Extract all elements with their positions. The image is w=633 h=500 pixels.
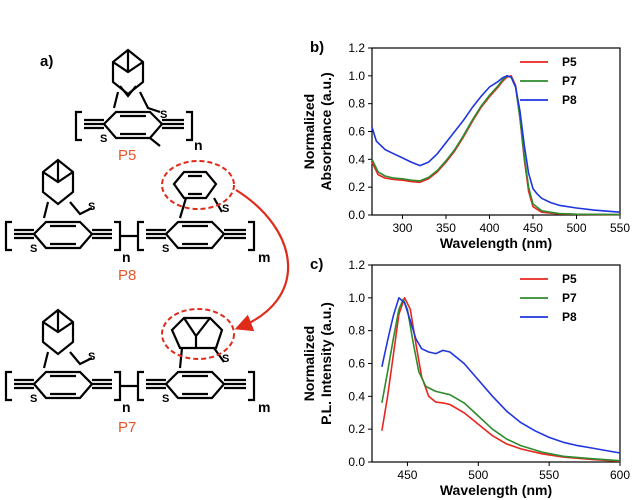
subscript-n: n — [122, 399, 131, 415]
y-axis-title: Absorbance (a.u.) — [318, 72, 334, 190]
atom-s-label: S — [30, 243, 37, 255]
y-tick-label: 0.0 — [348, 455, 365, 469]
molecule-p5 — [74, 48, 194, 147]
x-tick-label: 450 — [397, 468, 417, 482]
x-tick-label: 400 — [479, 221, 499, 235]
y-tick-label: 1.2 — [348, 258, 365, 272]
x-tick-label: 600 — [610, 468, 630, 482]
x-tick-label: 550 — [539, 468, 559, 482]
y-tick-label: 0.6 — [348, 357, 365, 371]
benzene-ring-icon — [102, 110, 164, 140]
y-axis-title: Normalized — [301, 326, 317, 401]
legend-label-p5: P5 — [562, 272, 577, 286]
subscript-n: n — [194, 137, 203, 153]
subscript-m: m — [258, 249, 270, 265]
panel-a-letter: a) — [40, 53, 53, 70]
atom-s-label: S — [88, 201, 95, 213]
x-tick-label: 550 — [610, 221, 630, 235]
legend-label-p5: P5 — [562, 55, 577, 69]
atom-s-label: S — [30, 393, 37, 405]
series-line-p5 — [371, 75, 621, 216]
molecule-label-p7: P7 — [118, 419, 136, 436]
atom-s-label: S — [222, 203, 229, 215]
adamantane-cage-icon — [41, 308, 75, 356]
y-tick-label: 1.2 — [348, 41, 365, 55]
molecule-p7 — [4, 308, 256, 402]
legend-label-p7: P7 — [562, 291, 577, 305]
benzene-ring-icon — [164, 370, 226, 400]
adamantane-cage-icon — [111, 48, 145, 98]
absorbance-chart: b) 300 350 400 450 500 550 0.0 0.2 0.4 0.6 0.8 1.0 1.… — [301, 39, 630, 251]
legend-label-p7: P7 — [562, 74, 577, 88]
highlight-circle-p7 — [161, 308, 235, 360]
subscript-m: m — [258, 399, 270, 415]
atom-s-label: S — [160, 109, 167, 121]
panel-a: a) S S n — [4, 48, 290, 436]
benzene-ring-icon — [172, 170, 218, 200]
transformation-arrow — [234, 189, 290, 332]
y-tick-label: 0.8 — [348, 97, 365, 111]
molecule-label-p5: P5 — [118, 147, 136, 164]
y-tick-label: 1.0 — [348, 69, 365, 83]
y-tick-label: 0.0 — [348, 208, 365, 222]
x-tick-label: 500 — [566, 221, 586, 235]
x-tick-label: 300 — [392, 221, 412, 235]
y-axis-title: Normalized — [301, 94, 317, 169]
panel-letter: b) — [310, 39, 324, 56]
x-axis-title: Wavelength (nm) — [440, 482, 552, 498]
benzene-ring-icon — [32, 370, 94, 400]
benzene-ring-icon — [164, 220, 226, 250]
y-tick-label: 0.2 — [348, 422, 365, 436]
x-tick-label: 450 — [523, 221, 543, 235]
subscript-n: n — [122, 249, 131, 265]
x-tick-label: 500 — [468, 468, 488, 482]
y-tick-label: 0.8 — [348, 324, 365, 338]
series-line-p5 — [381, 297, 621, 462]
y-tick-label: 1.0 — [348, 291, 365, 305]
y-tick-label: 0.6 — [348, 125, 365, 139]
atom-s-label: S — [222, 353, 229, 365]
adamantane-cage-icon — [41, 158, 75, 206]
series-line-p7 — [381, 298, 621, 462]
legend-label-p8: P8 — [562, 93, 577, 107]
x-axis-title: Wavelength (nm) — [440, 235, 552, 251]
highlight-circle-p8 — [161, 160, 235, 210]
series-line-p7 — [371, 75, 621, 216]
y-axis-title: P.L. Intensity (a.u.) — [318, 302, 334, 425]
series-line-p8 — [371, 75, 621, 213]
atom-s-label: S — [88, 351, 95, 363]
y-tick-label: 0.4 — [348, 389, 365, 403]
y-tick-label: 0.4 — [348, 152, 365, 166]
molecule-p8 — [4, 158, 256, 252]
plot-frame — [371, 47, 621, 216]
molecule-label-p8: P8 — [118, 267, 136, 284]
atom-s-label: S — [162, 243, 169, 255]
panel-letter: c) — [310, 256, 323, 273]
benzene-ring-icon — [32, 220, 94, 250]
atom-s-label: S — [162, 393, 169, 405]
x-tick-label: 350 — [436, 221, 456, 235]
series-line-p8 — [381, 297, 621, 454]
legend-label-p8: P8 — [562, 310, 577, 324]
y-tick-label: 0.2 — [348, 180, 365, 194]
bicyclic-cage-icon — [170, 316, 224, 350]
atom-s-label: S — [100, 133, 107, 145]
photoluminescence-chart: c) 450 500 550 600 0.0 0.2 0.4 0.6 0.8 1.0 1.2 Wavel… — [301, 256, 630, 498]
